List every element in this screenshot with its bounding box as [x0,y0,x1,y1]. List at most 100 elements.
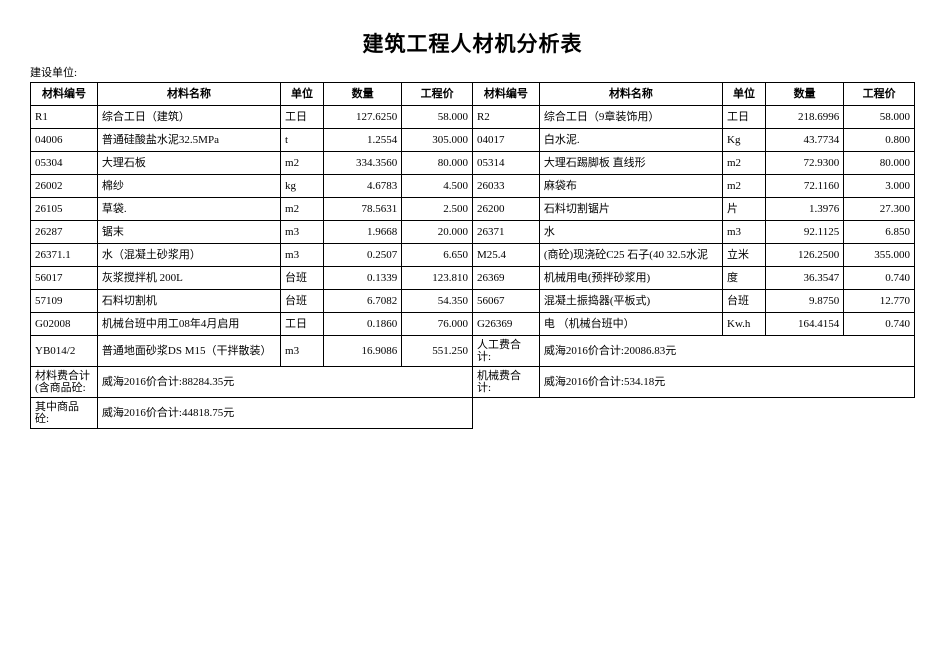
cell-name: 灰浆搅拌机 200L [97,267,280,290]
table-row: 57109石料切割机 台班 6.708254.35056067混凝土振捣器(平板式)… [31,290,915,313]
table-row: 26371.1水（混凝土砂浆用）m30.25076.650M25.4(商砼)现浇… [31,244,915,267]
cell-qty: 72.1160 [765,175,843,198]
cell-price: 4.500 [402,175,473,198]
cell-name: 混凝土振捣器(平板式) [539,290,722,313]
cell-price: 551.250 [402,336,473,367]
cell-unit: m2 [723,152,766,175]
cell-unit: t [281,129,324,152]
th-qty-l: 数量 [323,83,401,106]
cell-code: 05314 [472,152,539,175]
cell-qty: 334.3560 [323,152,401,175]
cell-name: 棉纱 [97,175,280,198]
th-price-l: 工程价 [402,83,473,106]
cell-unit: 台班 [281,267,324,290]
cell-price: 20.000 [402,221,473,244]
summary-value: 威海2016价合计:88284.35元 [97,367,472,398]
cell-name: 水（混凝土砂浆用） [97,244,280,267]
th-name-r: 材料名称 [539,83,722,106]
cell-price: 27.300 [844,198,915,221]
cell-qty: 36.3547 [765,267,843,290]
cell-code: 57109 [31,290,98,313]
cell-unit: 片 [723,198,766,221]
cell-price: 12.770 [844,290,915,313]
cell-name: (商砼)现浇砼C25 石子(40 32.5水泥 [539,244,722,267]
cell-price: 80.000 [402,152,473,175]
cell-price: 305.000 [402,129,473,152]
table-row: 材料费合计(含商品砼:威海2016价合计:88284.35元机械费合计:威海20… [31,367,915,398]
cell-unit: kg [281,175,324,198]
table-row: 04006普通硅酸盐水泥32.5MPat1.2554305.00004017白水… [31,129,915,152]
cell-code: M25.4 [472,244,539,267]
th-price-r: 工程价 [844,83,915,106]
cell-price: 0.800 [844,129,915,152]
cell-unit: 台班 [723,290,766,313]
cell-qty: 218.6996 [765,106,843,129]
cell-price: 54.350 [402,290,473,313]
empty-cell [472,398,914,429]
summary-label: 人工费合计: [472,336,539,367]
table-row: 56017灰浆搅拌机 200L台班0.1339123.81026369机械用电(… [31,267,915,290]
cell-code: 56067 [472,290,539,313]
cell-unit: m2 [281,152,324,175]
table-row: 其中商品砼:威海2016价合计:44818.75元 [31,398,915,429]
cell-name: 机械用电(预拌砂浆用) [539,267,722,290]
cell-code: G02008 [31,313,98,336]
cell-price: 355.000 [844,244,915,267]
table-row: 26002棉纱kg4.67834.50026033麻袋布m272.11603.0… [31,175,915,198]
page-title: 建筑工程人材机分析表 [30,28,915,58]
cell-qty: 127.6250 [323,106,401,129]
cell-qty: 1.3976 [765,198,843,221]
cell-code: 26369 [472,267,539,290]
table-row: 26105草袋.m278.56312.50026200石料切割锯片片1.3976… [31,198,915,221]
cell-name: 机械台班中用工08年4月启用 [97,313,280,336]
summary-value: 威海2016价合计:44818.75元 [97,398,472,429]
table-row: YB014/2普通地面砂浆DS M15（干拌散装）m316.9086551.25… [31,336,915,367]
cell-unit: 工日 [281,313,324,336]
cell-code: 26200 [472,198,539,221]
cell-price: 58.000 [844,106,915,129]
cell-unit: m3 [281,221,324,244]
cell-name: 大理石板 [97,152,280,175]
cell-unit: m2 [723,175,766,198]
cell-name: 大理石踢脚板 直线形 [539,152,722,175]
cell-qty: 164.4154 [765,313,843,336]
cell-name: 锯末 [97,221,280,244]
cell-qty: 78.5631 [323,198,401,221]
cell-qty: 1.9668 [323,221,401,244]
cell-code: 26105 [31,198,98,221]
cell-name: 普通地面砂浆DS M15（干拌散装） [97,336,280,367]
cell-name: 电 （机械台班中） [539,313,722,336]
cell-code: G26369 [472,313,539,336]
cell-price: 123.810 [402,267,473,290]
cell-qty: 92.1125 [765,221,843,244]
table-row: G02008机械台班中用工08年4月启用工日0.186076.000G26369… [31,313,915,336]
cell-code: R1 [31,106,98,129]
cell-code: 26002 [31,175,98,198]
cell-unit: 工日 [281,106,324,129]
cell-code: 26371 [472,221,539,244]
cell-name: 综合工日（建筑） [97,106,280,129]
cell-name: 水 [539,221,722,244]
cell-unit: m3 [281,336,324,367]
cell-qty: 0.1339 [323,267,401,290]
cell-price: 0.740 [844,267,915,290]
summary-label: 其中商品砼: [31,398,98,429]
cell-unit: Kw.h [723,313,766,336]
summary-value: 威海2016价合计:20086.83元 [539,336,914,367]
cell-unit: 立米 [723,244,766,267]
cell-qty: 0.1860 [323,313,401,336]
cell-code: 56017 [31,267,98,290]
cell-name: 石料切割锯片 [539,198,722,221]
th-code-r: 材料编号 [472,83,539,106]
cell-qty: 9.8750 [765,290,843,313]
cell-name: 白水泥. [539,129,722,152]
cell-name: 石料切割机 [97,290,280,313]
cell-price: 6.650 [402,244,473,267]
cell-unit: 工日 [723,106,766,129]
summary-label: 材料费合计(含商品砼: [31,367,98,398]
cell-qty: 6.7082 [323,290,401,313]
table-row: 26287锯末m31.966820.00026371水m392.11256.85… [31,221,915,244]
cell-price: 80.000 [844,152,915,175]
cell-unit: m2 [281,198,324,221]
th-unit-r: 单位 [723,83,766,106]
